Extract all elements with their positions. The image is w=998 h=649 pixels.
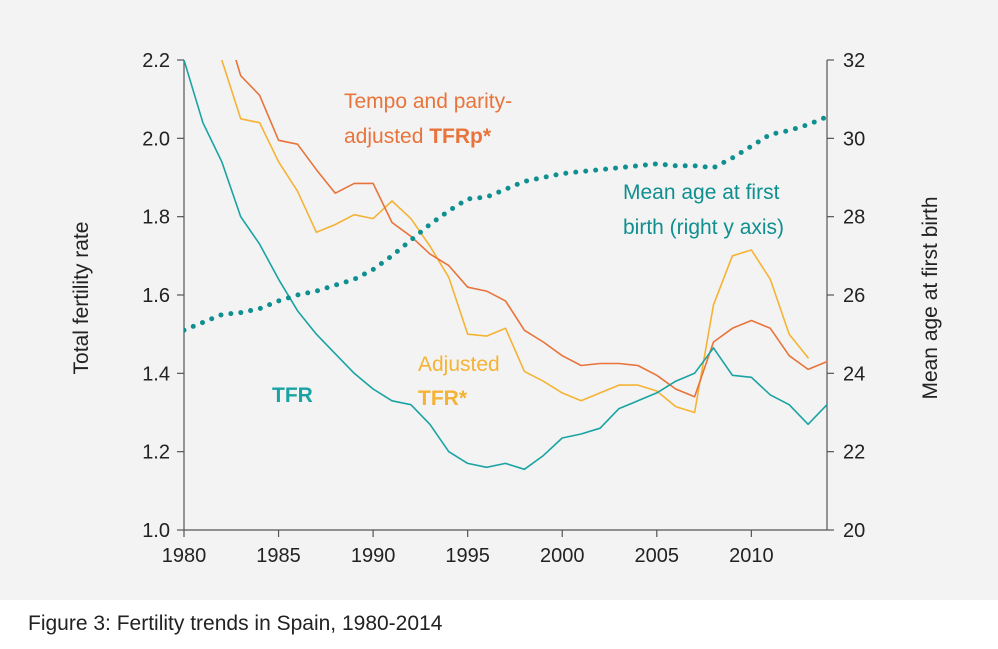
mab-label-line2: birth (right y axis) xyxy=(623,216,784,239)
x-tick-label: 2010 xyxy=(729,545,774,567)
x-ticks: 1980 1985 1990 1995 2000 2005 2010 xyxy=(162,530,774,567)
y-tick-label: 1.6 xyxy=(142,285,170,307)
mab-label-line1: Mean age at first xyxy=(623,181,780,204)
x-tick-label: 1995 xyxy=(445,545,490,567)
axes: 1980 1985 1990 1995 2000 2005 2010 1.01.21.41.… xyxy=(142,50,865,567)
y-tick-label: 1.4 xyxy=(142,363,170,385)
series-line-adjusted-tfr xyxy=(221,60,809,414)
x-tick-label: 2005 xyxy=(635,545,680,567)
y2-tick-label: 30 xyxy=(843,128,865,150)
series-line-tfr xyxy=(184,60,828,471)
y-tick-label: 1.8 xyxy=(142,207,170,229)
right-y-ticks: 20 22 24 26 28 30 32 xyxy=(827,50,865,542)
series-line-tempo-and-parity-adjusted-tfrp xyxy=(235,60,828,398)
y-tick-label: 2.0 xyxy=(142,128,170,150)
y2-tick-label: 22 xyxy=(843,442,865,464)
tfr-label: TFR xyxy=(272,384,313,407)
tfrp-label-line2: adjusted TFRp* xyxy=(344,125,492,148)
adjusted-label-bold: TFR* xyxy=(418,387,468,410)
y2-tick-label: 32 xyxy=(843,50,865,72)
x-tick-label: 1990 xyxy=(351,545,396,567)
y-tick-label: 1.0 xyxy=(142,520,170,542)
chart-area: 1980 1985 1990 1995 2000 2005 2010 1.0 1.2 1.4 1.… xyxy=(0,0,998,600)
y2-tick-label: 28 xyxy=(843,207,865,229)
tfrp-label-bold: TFRp* xyxy=(429,125,492,148)
tfrp-label-line1: Tempo and parity- xyxy=(344,90,512,113)
fertility-chart: 1980 1985 1990 1995 2000 2005 2010 1.01.21.41.… xyxy=(70,50,942,567)
adjusted-label-line1: Adjusted xyxy=(418,353,500,376)
x-tick-label: 2000 xyxy=(540,545,585,567)
y-tick-label: 2.2 xyxy=(142,50,170,72)
left-y-ticks: 1.0 1.2 1.4 1.6 1.8 2.0 2.2 xyxy=(142,50,184,542)
tfrp-label-prefix: adjusted xyxy=(344,125,429,148)
y2-tick-label: 24 xyxy=(843,363,865,385)
left-y-axis-title: Total fertility rate xyxy=(70,222,93,375)
y2-tick-label: 20 xyxy=(843,520,865,542)
series-layer xyxy=(184,60,829,471)
figure-caption: Figure 3: Fertility trends in Spain, 198… xyxy=(28,612,443,635)
right-y-axis-title: Mean age at first birth xyxy=(919,196,942,399)
y-tick-label: 1.2 xyxy=(142,442,170,464)
x-tick-label: 1985 xyxy=(256,545,301,567)
x-tick-label: 1980 xyxy=(162,545,207,567)
y2-tick-label: 26 xyxy=(843,285,865,307)
